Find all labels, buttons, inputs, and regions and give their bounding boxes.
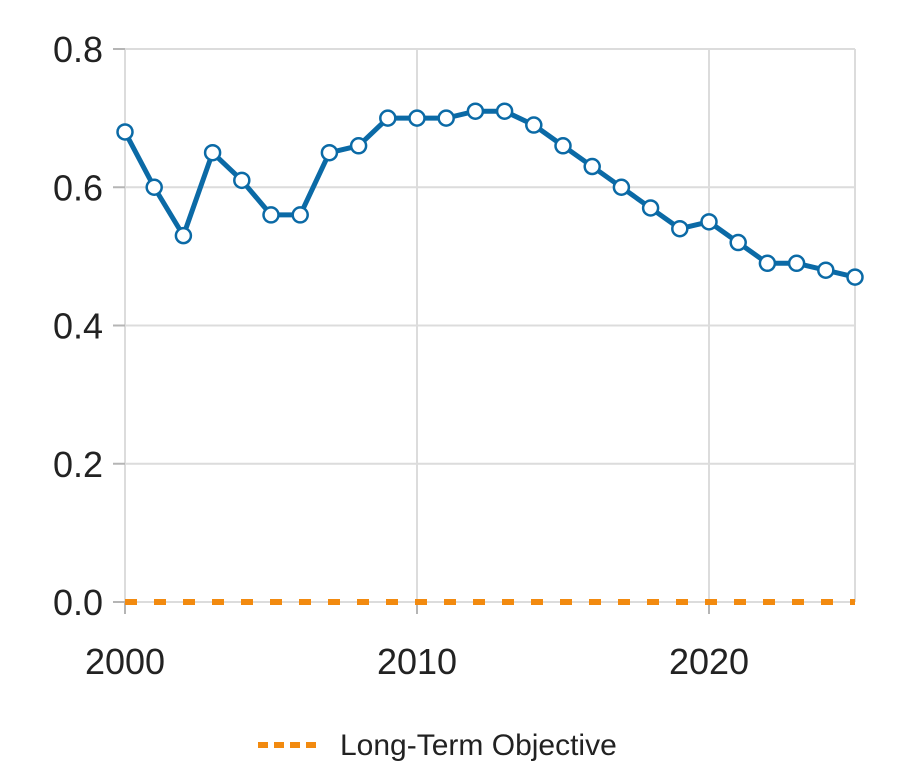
y-tick-label: 0.0: [53, 582, 103, 623]
data-point: [729, 233, 747, 252]
data-point: [846, 268, 864, 286]
data-point: [641, 199, 660, 217]
axes: 0.0 0.2 0.4 0.6 0.8 2000 2010 2020: [53, 29, 749, 682]
y-tick-label: 0.2: [53, 444, 103, 485]
data-point: [758, 254, 777, 273]
x-tick-label: 2020: [669, 641, 749, 682]
data-point: [437, 109, 455, 127]
data-point: [379, 109, 397, 127]
data-point: [262, 206, 280, 224]
data-point: [116, 123, 134, 141]
data-point: [233, 171, 251, 190]
data-point: [612, 178, 631, 196]
data-point: [525, 116, 543, 134]
legend: Long-Term Objective: [258, 729, 617, 762]
data-point: [700, 213, 718, 231]
data-point: [174, 226, 193, 245]
legend-label-long-term-objective: Long-Term Objective: [340, 729, 617, 762]
data-point: [495, 102, 514, 120]
y-tick-label: 0.4: [53, 306, 103, 347]
data-point: [291, 206, 309, 224]
data-point: [408, 109, 426, 127]
data-point: [203, 143, 222, 162]
y-tick-label: 0.6: [53, 167, 103, 208]
data-point: [466, 102, 485, 120]
data-point: [671, 219, 689, 238]
y-tick-label: 0.8: [53, 29, 103, 70]
data-point: [554, 137, 572, 155]
data-point: [583, 157, 601, 176]
data-point: [349, 137, 368, 155]
data-point: [817, 261, 835, 279]
data-point: [320, 143, 339, 162]
x-tick-label: 2000: [85, 641, 165, 682]
data-point: [787, 254, 806, 273]
plot-series: [116, 102, 864, 605]
data-point: [145, 178, 163, 196]
x-tick-label: 2010: [377, 641, 457, 682]
